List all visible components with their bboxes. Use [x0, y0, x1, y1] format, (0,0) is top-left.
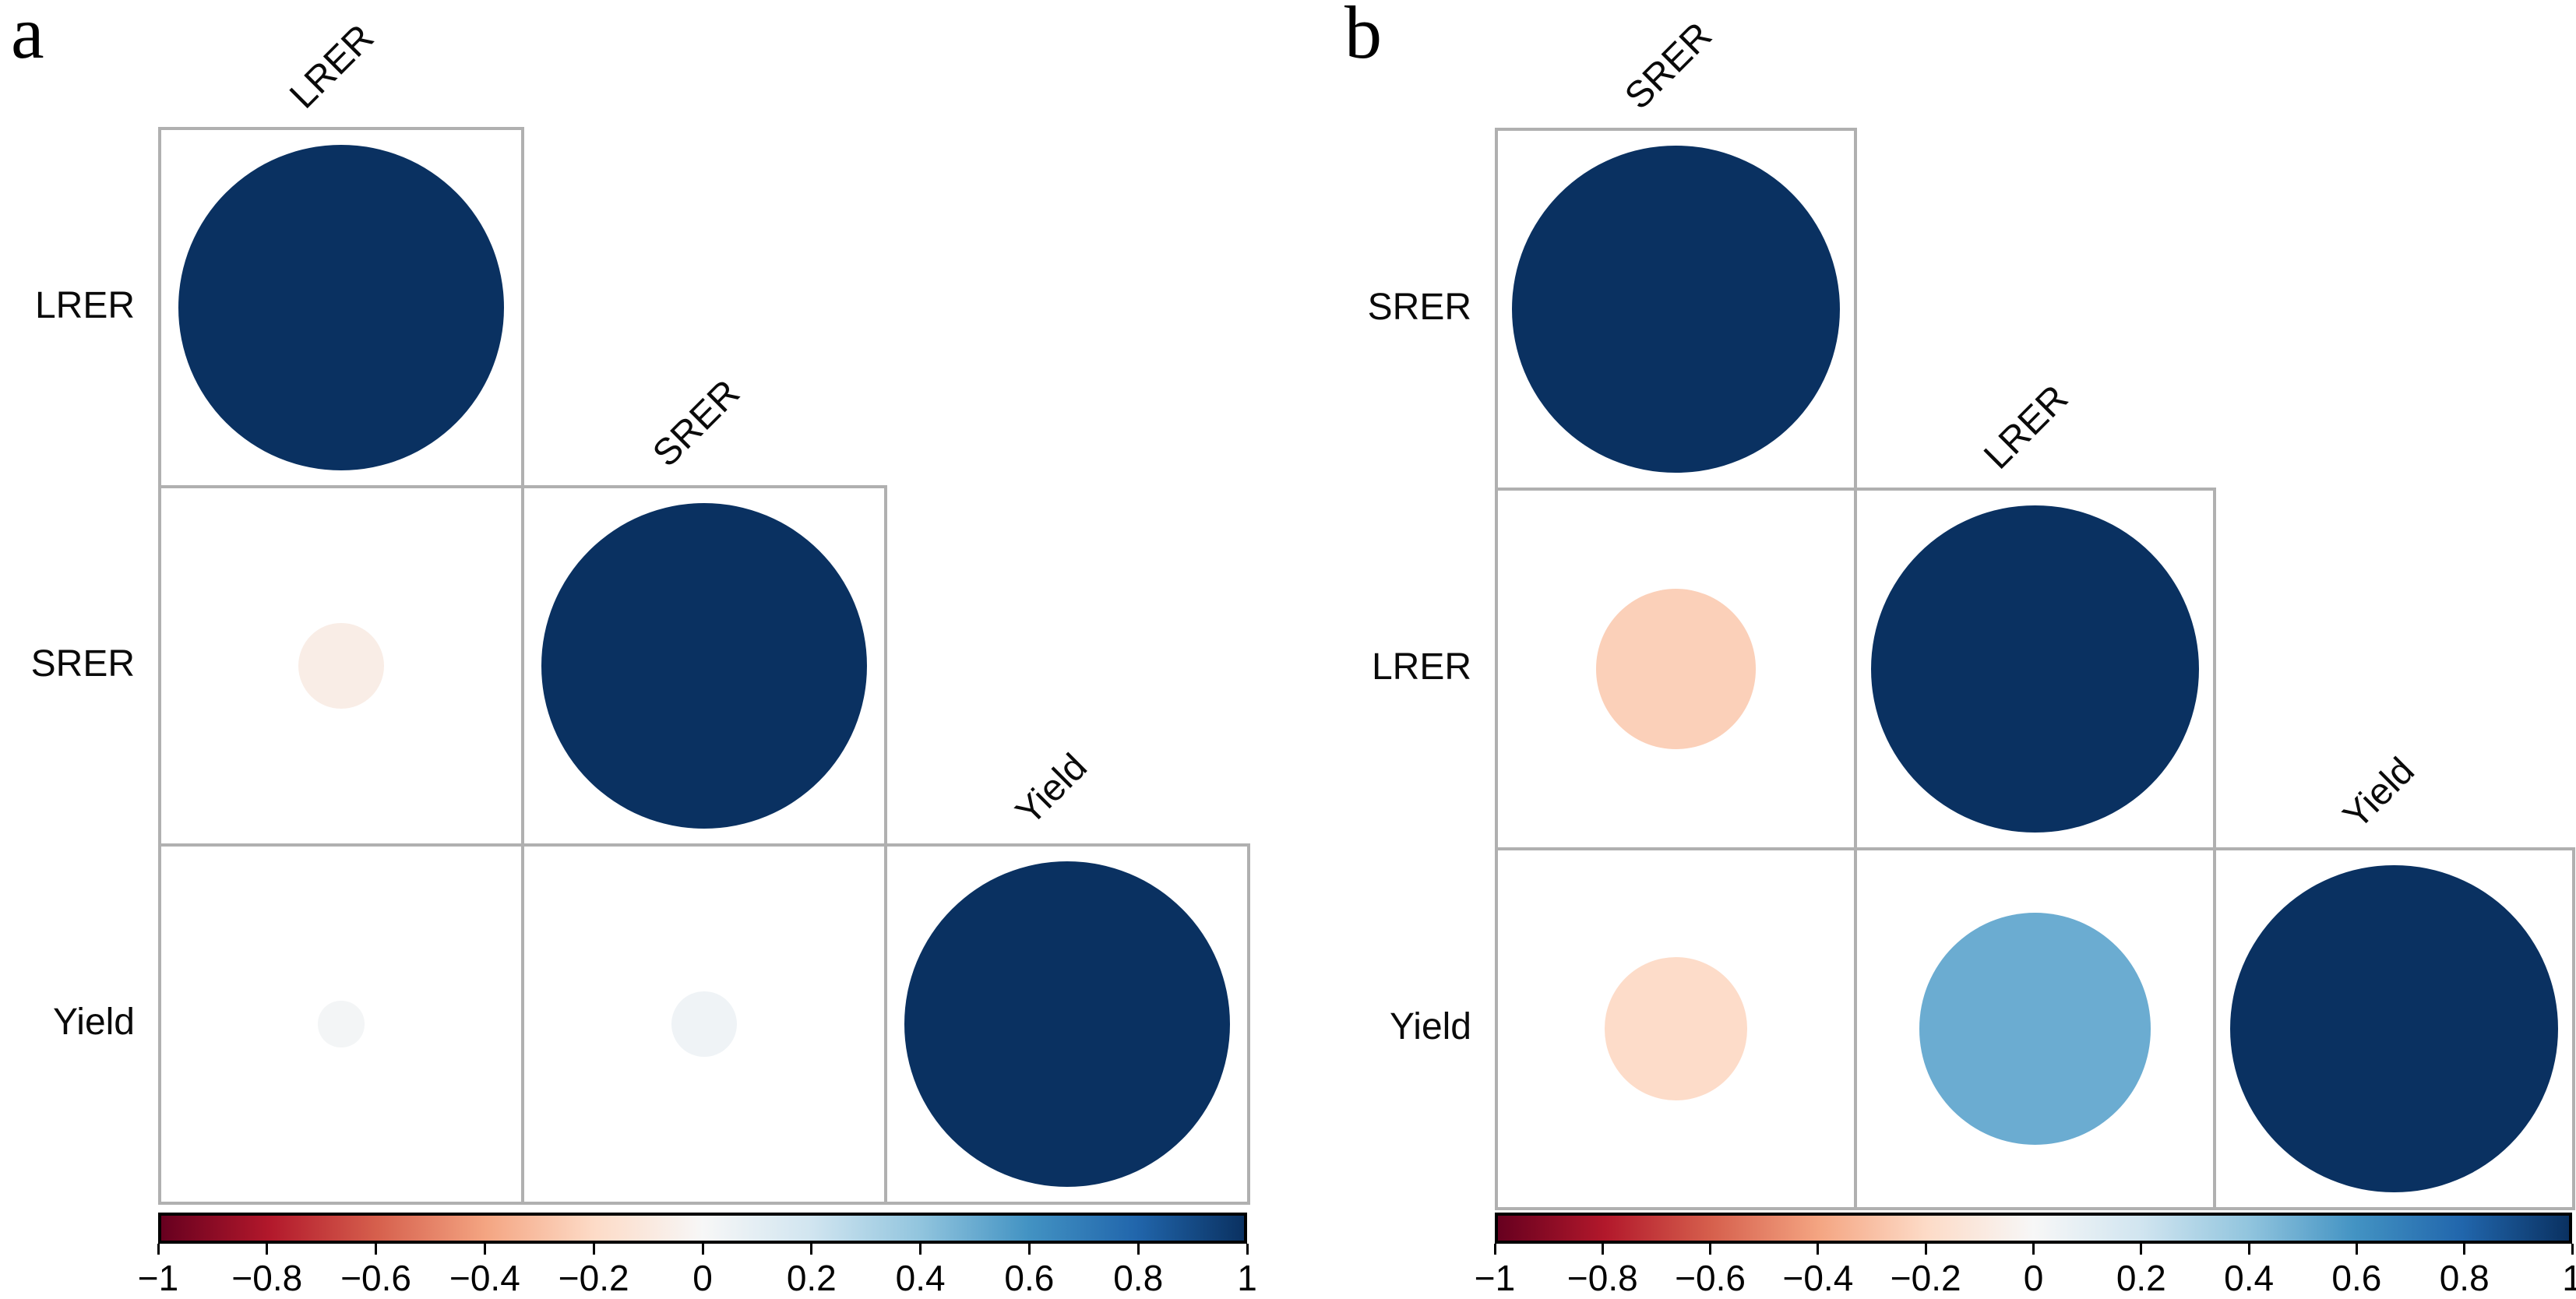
colorbar-tick-label: −0.4: [1782, 1258, 1854, 1298]
correlation-circle: [1512, 145, 1840, 473]
colorbar-tick: [2355, 1244, 2358, 1255]
column-label: Yield: [2335, 750, 2423, 837]
correlation-circle: [318, 1001, 365, 1047]
colorbar-tick-label: −0.4: [449, 1258, 520, 1298]
column-label: LRER: [281, 16, 382, 117]
row-label: SRER: [1367, 287, 1471, 328]
colorbar-tick: [1924, 1244, 1927, 1255]
colorbar-tick: [157, 1244, 160, 1255]
colorbar-tick: [1493, 1244, 1496, 1255]
colorbar: [158, 1213, 1247, 1244]
colorbar-tick-label: 0.6: [2331, 1258, 2382, 1298]
correlation-circle: [1604, 957, 1748, 1100]
correlation-circle: [1919, 913, 2151, 1145]
colorbar-tick-label: −0.2: [1890, 1258, 1961, 1298]
colorbar-tick: [375, 1244, 378, 1255]
colorbar-tick-label: −0.6: [1675, 1258, 1746, 1298]
colorbar-tick-label: −0.8: [1566, 1258, 1638, 1298]
correlation-circle: [1595, 589, 1757, 749]
column-label: SRER: [644, 371, 748, 475]
colorbar-tick-label: 1: [1237, 1258, 1257, 1298]
row-label: SRER: [30, 643, 135, 685]
panel-b-letter: b: [1344, 0, 1382, 74]
correlation-circle: [178, 144, 505, 471]
colorbar-tick: [810, 1244, 813, 1255]
colorbar-tick: [1817, 1244, 1820, 1255]
row-label: Yield: [1390, 1006, 1471, 1047]
colorbar-tick: [2463, 1244, 2466, 1255]
colorbar-tick: [2571, 1244, 2574, 1255]
colorbar-tick-label: 0.2: [786, 1258, 837, 1298]
colorbar-tick-label: 0: [2023, 1258, 2044, 1298]
column-label: SRER: [1616, 14, 1720, 118]
colorbar-tick-label: 0.8: [2439, 1258, 2490, 1298]
colorbar-tick: [592, 1244, 595, 1255]
row-label: Yield: [53, 1002, 135, 1043]
colorbar-tick-label: −1: [137, 1258, 179, 1298]
correlation-circle: [2230, 864, 2558, 1193]
correlation-circle: [904, 861, 1231, 1188]
correlation-circle: [541, 502, 868, 829]
row-label: LRER: [1371, 646, 1471, 688]
colorbar-tick: [919, 1244, 922, 1255]
colorbar-tick: [701, 1244, 704, 1255]
row-label: LRER: [34, 285, 135, 326]
colorbar-tick-label: 0.2: [2116, 1258, 2166, 1298]
colorbar-tick: [1136, 1244, 1140, 1255]
colorbar-tick-label: −0.2: [558, 1258, 629, 1298]
colorbar-tick: [1709, 1244, 1712, 1255]
correlation-circle: [1871, 505, 2199, 833]
colorbar-tick: [1027, 1244, 1031, 1255]
colorbar-tick: [483, 1244, 486, 1255]
colorbar: [1495, 1213, 2572, 1244]
panel-a-letter: a: [11, 0, 44, 74]
colorbar-tick: [266, 1244, 269, 1255]
colorbar-tick: [2247, 1244, 2250, 1255]
correlation-circle: [298, 622, 385, 709]
colorbar-tick-label: −1: [1474, 1258, 1516, 1298]
colorbar-tick-label: 0: [692, 1258, 713, 1298]
colorbar-tick-label: 0.6: [1004, 1258, 1055, 1298]
colorbar-tick-label: 1: [2562, 1258, 2576, 1298]
colorbar-tick-label: 0.4: [2224, 1258, 2275, 1298]
colorbar-tick: [1601, 1244, 1604, 1255]
colorbar-tick: [1246, 1244, 1249, 1255]
colorbar-tick-label: −0.6: [340, 1258, 411, 1298]
colorbar-tick: [2032, 1244, 2035, 1255]
colorbar-tick-label: 0.4: [895, 1258, 946, 1298]
correlation-circle: [671, 991, 737, 1057]
colorbar-tick: [2140, 1244, 2143, 1255]
colorbar-tick-label: −0.8: [231, 1258, 303, 1298]
column-label: Yield: [1007, 746, 1095, 833]
colorbar-tick-label: 0.8: [1113, 1258, 1164, 1298]
column-label: LRER: [1975, 377, 2076, 477]
